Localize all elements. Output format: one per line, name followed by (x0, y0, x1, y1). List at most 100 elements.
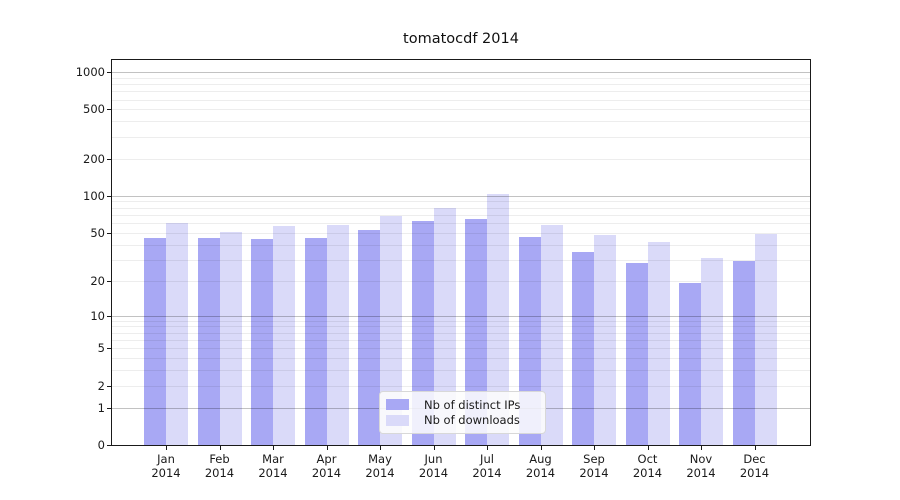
gridline-minor (112, 259, 810, 261)
y-tick-label: 50 (90, 225, 105, 240)
y-tick-mark (107, 158, 111, 160)
x-tick-label: Jan 2014 (151, 452, 181, 480)
y-tick-label: 20 (90, 273, 105, 288)
gridline-minor (112, 244, 810, 246)
x-tick-label: Feb 2014 (204, 452, 235, 480)
bar-distinct-ips-jun (411, 221, 434, 445)
bar-distinct-ips-jul (465, 218, 487, 445)
bar-distinct-ips-dec (732, 261, 755, 445)
gridline-minor (112, 320, 810, 322)
gridline-minor (112, 332, 810, 334)
x-tick-mark (380, 446, 381, 450)
bar-distinct-ips-sep (572, 251, 594, 445)
gridline-major (112, 195, 810, 197)
bar-downloads-mar (273, 225, 295, 445)
bar-downloads-may (380, 215, 402, 445)
y-tick-mark (107, 315, 111, 317)
legend-item-downloads: Nb of downloads (386, 413, 537, 427)
gridline-minor (112, 358, 810, 360)
legend-swatch-downloads (386, 414, 409, 426)
gridline-minor (112, 339, 810, 341)
gridline-minor (112, 84, 810, 86)
x-tick-label: May 2014 (365, 452, 395, 480)
gridline-minor (112, 91, 810, 93)
bar-downloads-apr (326, 224, 349, 445)
gridline-major (112, 72, 810, 73)
legend-item-distinct-ips: Nb of distinct IPs (386, 398, 537, 412)
gridline-minor (112, 158, 810, 160)
x-tick-label: Nov 2014 (686, 452, 716, 480)
legend: Nb of distinct IPs Nb of downloads (379, 391, 546, 434)
gridline-minor (112, 136, 810, 138)
y-tick-mark (107, 385, 111, 387)
y-tick-label: 500 (83, 102, 105, 117)
gridline-minor (112, 207, 810, 209)
x-tick-mark (540, 446, 542, 450)
y-tick-label: 5 (97, 341, 105, 356)
x-tick-mark (326, 446, 328, 450)
x-tick-label: Mar 2014 (258, 452, 288, 480)
gridline-minor (112, 99, 810, 101)
x-tick-mark (433, 446, 435, 450)
legend-label-downloads: Nb of downloads (424, 413, 520, 428)
y-tick-mark (107, 280, 111, 282)
x-tick-label: Oct 2014 (632, 452, 663, 480)
legend-label-distinct-ips: Nb of distinct IPs (424, 397, 521, 412)
bar-distinct-ips-oct (625, 263, 648, 445)
y-tick-label: 2 (97, 378, 105, 393)
bar-downloads-sep (594, 234, 616, 445)
y-tick-mark (107, 195, 111, 197)
gridline-minor (112, 214, 810, 216)
x-tick-label: Dec 2014 (739, 452, 770, 480)
x-tick-mark (701, 446, 702, 450)
gridline-minor (112, 201, 810, 203)
y-tick-label: 1000 (75, 65, 105, 79)
bar-distinct-ips-may (358, 229, 380, 445)
gridline-minor (112, 280, 810, 282)
x-tick-mark (273, 446, 274, 450)
bar-downloads-feb (219, 231, 242, 445)
x-tick-label: Apr 2014 (311, 452, 342, 480)
bar-distinct-ips-feb (197, 238, 220, 445)
bar-distinct-ips-apr (304, 238, 327, 445)
y-tick-label: 100 (83, 188, 105, 203)
gridline-minor (112, 232, 810, 234)
bar-downloads-jun (433, 207, 456, 445)
y-tick-mark (107, 348, 111, 350)
bar-downloads-jan (166, 223, 188, 445)
gridline-minor (112, 370, 810, 372)
x-tick-mark (647, 446, 649, 450)
bar-downloads-aug (540, 224, 563, 445)
gridline-major (112, 315, 810, 317)
bar-distinct-ips-nov (679, 283, 701, 445)
y-tick-mark (107, 445, 111, 446)
y-tick-label: 0 (97, 438, 105, 452)
bar-downloads-oct (647, 241, 670, 445)
y-tick-mark (107, 109, 111, 111)
x-tick-label: Jun 2014 (418, 452, 449, 480)
y-tick-label: 1 (97, 400, 105, 415)
y-tick-mark (107, 407, 111, 409)
bar-downloads-jul (487, 194, 509, 445)
x-tick-mark (594, 446, 595, 450)
legend-swatch-distinct-ips (386, 399, 409, 411)
y-tick-mark (107, 232, 111, 234)
x-tick-label: Aug 2014 (525, 452, 556, 480)
bar-distinct-ips-jan (144, 238, 166, 445)
x-tick-mark (754, 446, 756, 450)
x-tick-label: Sep 2014 (579, 452, 609, 480)
gridline-minor (112, 223, 810, 225)
bar-downloads-nov (701, 257, 723, 445)
chart-title: tomatocdf 2014 (403, 31, 519, 47)
x-tick-mark (219, 446, 221, 450)
gridline-minor (112, 326, 810, 328)
gridline-minor (112, 77, 810, 79)
x-tick-label: Jul 2014 (472, 452, 502, 480)
bar-distinct-ips-mar (251, 239, 273, 445)
gridline-minor (112, 348, 810, 350)
gridline-minor (112, 109, 810, 111)
